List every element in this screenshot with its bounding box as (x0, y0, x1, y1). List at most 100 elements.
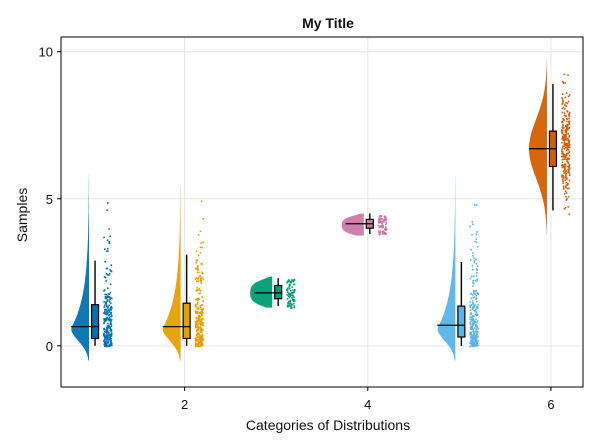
rain-point (561, 138, 563, 140)
rain-point (194, 342, 197, 344)
rain-point (564, 138, 567, 141)
rain-point (470, 342, 472, 345)
rain-point (195, 345, 197, 347)
rain-point (561, 111, 564, 114)
rain-point (475, 300, 478, 303)
rain-point (473, 257, 475, 259)
rain-point (290, 281, 292, 283)
rain-point (105, 319, 108, 322)
rain-point (104, 296, 107, 298)
rain-point (199, 318, 201, 320)
rain-point (200, 312, 203, 315)
rain-point (562, 175, 564, 177)
rain-point (293, 299, 296, 301)
rain-point (565, 175, 567, 178)
rain-point (202, 309, 204, 311)
y-tick-label: 5 (46, 192, 53, 207)
rain-point (473, 331, 475, 333)
rain-point (563, 140, 566, 142)
rain-point (105, 335, 107, 338)
rain-point (568, 123, 571, 125)
rain-point (105, 337, 108, 339)
rain-point (566, 126, 568, 128)
rain-point (287, 302, 289, 304)
rain-point (566, 160, 568, 163)
rain-point (196, 312, 199, 314)
rain-point (565, 102, 567, 104)
rain-point (565, 92, 568, 94)
rain-point (471, 308, 474, 310)
rain-point (474, 240, 476, 243)
rain-point (110, 325, 112, 328)
rain-point (563, 169, 566, 172)
rain-point (568, 167, 571, 169)
rain-point (568, 165, 571, 167)
rain-point (477, 293, 479, 295)
rain-point (567, 142, 569, 145)
rain-point (105, 345, 107, 347)
rain-point (201, 339, 204, 342)
rain-point (110, 319, 112, 321)
rain-point (106, 345, 108, 348)
rain-point (288, 302, 290, 304)
rain-point (568, 117, 570, 120)
rain-point (378, 233, 380, 235)
rain-point (471, 345, 474, 347)
rain-point (475, 294, 478, 297)
rain-point (107, 250, 109, 252)
rain-point (291, 303, 294, 306)
rain-point (199, 342, 201, 344)
rain-point (379, 232, 381, 235)
rain-point (568, 150, 571, 153)
rain-point (473, 296, 476, 298)
rain-point (567, 152, 569, 155)
rain-point (562, 81, 564, 83)
rain-point (288, 296, 291, 299)
rain-point (288, 284, 291, 286)
rain-point (196, 280, 198, 283)
rain-point (563, 112, 566, 114)
rain-point (381, 217, 383, 220)
rain-point (288, 279, 290, 281)
rain-point (469, 306, 472, 309)
rain-point (561, 130, 564, 132)
rain-point (199, 290, 202, 292)
rain-point (108, 326, 110, 328)
rain-point (287, 287, 289, 290)
rain-point (197, 342, 200, 344)
distribution-clouds (71, 60, 547, 361)
rain-point (198, 326, 201, 329)
rain-point (198, 311, 201, 314)
rain-point (195, 322, 198, 324)
rain-point (381, 231, 384, 233)
rain-point (379, 218, 382, 220)
rain-point (202, 241, 204, 244)
rain-point (109, 272, 111, 275)
rain-point (289, 294, 291, 297)
rain-point (477, 304, 479, 306)
rain-point (288, 285, 291, 287)
rain-point (110, 335, 113, 337)
rain-point (561, 103, 564, 105)
rain-point (106, 335, 109, 337)
rain-point (197, 297, 200, 299)
rain-point (292, 300, 295, 303)
rain-point (562, 177, 564, 179)
rain-point (475, 308, 477, 311)
rain-point (110, 313, 112, 315)
rain-point (104, 343, 106, 346)
rain-point (110, 329, 112, 331)
rain-point (106, 250, 108, 253)
rain-point (104, 329, 107, 331)
rain-point (563, 143, 566, 146)
rain-point (381, 226, 384, 229)
density-cloud-2 (162, 187, 181, 361)
rain-point (566, 145, 568, 147)
rain-point (108, 293, 110, 296)
rain-point (378, 219, 380, 221)
rain-point (107, 287, 109, 289)
rain-point (471, 294, 474, 296)
rain-point (473, 291, 475, 293)
rain-point (109, 334, 111, 337)
rain-point (470, 259, 472, 261)
